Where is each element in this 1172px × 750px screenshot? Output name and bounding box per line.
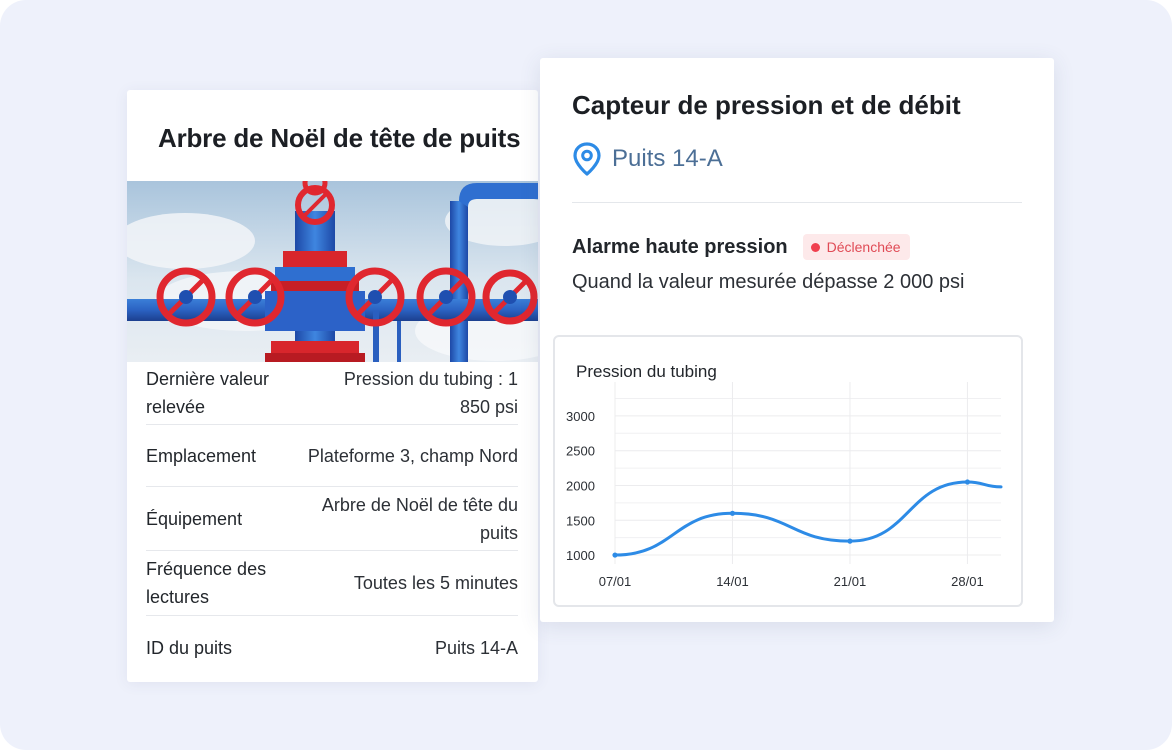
- detail-value: Toutes les 5 minutes: [353, 573, 518, 593]
- equipment-card: Arbre de Noël de tête de puits: [127, 90, 538, 682]
- data-point: [847, 538, 853, 544]
- series-line: [613, 480, 1003, 557]
- detail-label: Fréquence des lectures: [146, 559, 267, 607]
- sensor-title: Capteur de pression et de débit: [572, 90, 961, 120]
- status-dot-icon: [810, 242, 820, 252]
- pressure-chart: Pression du tubing 1000 1500 2000 2500 3000 0…: [553, 335, 1023, 607]
- detail-label: Emplacement: [146, 445, 257, 466]
- data-point: [964, 479, 971, 485]
- y-tick-label: 2000: [566, 478, 595, 493]
- chart-plot: 1000 1500 2000 2500 3000 07/01 14/01 21/01 28/01: [566, 382, 1003, 589]
- wellhead-photo: [127, 181, 538, 362]
- sensor-card: Capteur de pression et de débit Puits 14…: [540, 58, 1054, 622]
- alarm-status-badge: Déclenchée: [802, 234, 910, 260]
- detail-label: Équipement: [146, 508, 243, 529]
- detail-row-frequency: Fréquence des lectures Toutes les 5 minu…: [146, 551, 518, 616]
- sensor-location: Puits 14-A: [572, 142, 723, 176]
- y-tick-label: 1000: [566, 548, 595, 563]
- equipment-details: Dernière valeur relevée Pression du tubi…: [146, 362, 518, 680]
- x-tick-label: 21/01: [834, 574, 867, 589]
- x-tick-label: 07/01: [599, 574, 632, 589]
- detail-label: ID du puits: [146, 638, 233, 658]
- y-tick-label: 1500: [566, 513, 595, 528]
- detail-label: Dernière valeur relevée: [146, 369, 270, 417]
- alarm-status-label: Déclenchée: [826, 239, 901, 255]
- detail-value: Pression du tubing : 1 850 psi: [343, 369, 518, 417]
- location-label: Puits 14-A: [612, 145, 723, 172]
- detail-row-equipment: Équipement Arbre de Noël de tête du puit…: [146, 487, 518, 551]
- map-pin-icon: [573, 142, 601, 176]
- detail-value: Puits 14-A: [434, 638, 518, 658]
- detail-row-last-value: Dernière valeur relevée Pression du tubi…: [146, 362, 518, 425]
- data-point: [612, 552, 618, 558]
- x-tick-label: 14/01: [716, 574, 749, 589]
- alarm-description: Quand la valeur mesurée dépasse 2 000 ps…: [572, 271, 965, 293]
- detail-value: Plateforme 3, champ Nord: [307, 445, 518, 466]
- x-tick-label: 28/01: [951, 574, 984, 589]
- detail-value: Arbre de Noël de tête du puits: [321, 494, 518, 543]
- chart-title: Pression du tubing: [576, 362, 717, 381]
- detail-row-location: Emplacement Plateforme 3, champ Nord: [146, 425, 518, 487]
- detail-row-well-id: ID du puits Puits 14-A: [146, 616, 518, 680]
- y-tick-label: 3000: [566, 409, 595, 424]
- divider: [572, 202, 1022, 203]
- equipment-title: Arbre de Noël de tête de puits: [158, 123, 521, 153]
- alarm-header: Alarme haute pression Déclenchée: [572, 234, 910, 260]
- alarm-title: Alarme haute pression: [572, 235, 788, 258]
- data-point: [729, 510, 736, 516]
- y-tick-label: 2500: [566, 444, 595, 459]
